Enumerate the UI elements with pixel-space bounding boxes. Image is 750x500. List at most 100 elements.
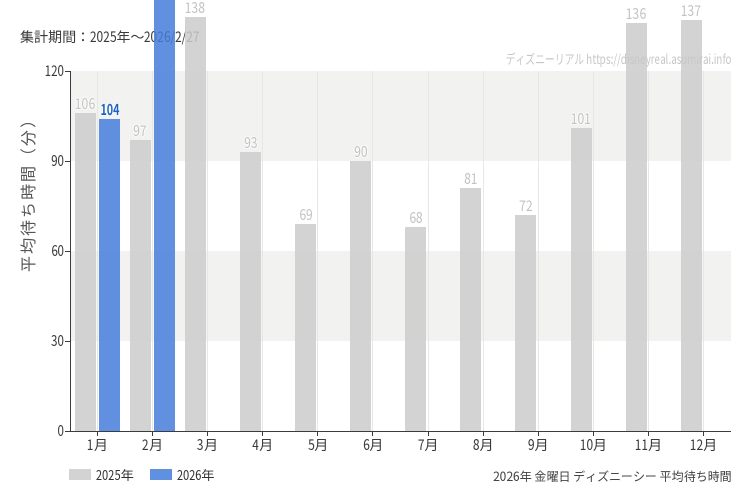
- x-tick-5月: [317, 431, 319, 436]
- x-tick-label-10月: 10月: [568, 434, 618, 455]
- text-run: 5: [307, 434, 315, 455]
- gridline-12月: [702, 70, 704, 431]
- chart-caption: 2026年 金曜日 ディズニーシー 平均待ち時間: [493, 466, 733, 485]
- y-tick-label-90: 90: [51, 150, 64, 171]
- value-label-2025年-12月: 137: [681, 0, 702, 21]
- x-tick-9月: [537, 431, 539, 436]
- value-label-2025年-11月: 136: [626, 3, 647, 24]
- x-tick-4月: [262, 431, 264, 436]
- bar-2025年-7月[interactable]: [405, 226, 427, 431]
- text-run: 集計期間：: [20, 27, 90, 47]
- text-run: 9: [527, 434, 535, 455]
- text-run: 月: [703, 434, 718, 455]
- gridline-5月: [317, 70, 319, 431]
- value-label-2025年-1月: 106: [75, 93, 96, 114]
- x-tick-11月: [647, 431, 649, 436]
- x-tick-3月: [207, 431, 209, 436]
- text-run: 10: [579, 434, 593, 455]
- x-tick-label-2月: 2月: [128, 434, 178, 455]
- value-label-2025年-8月: 81: [464, 168, 478, 189]
- y-tick-30: [65, 340, 70, 342]
- bar-2025年-6月[interactable]: [350, 160, 372, 431]
- value-label-2025年-2月: 97: [133, 120, 148, 141]
- legend-swatch-2025: [69, 468, 91, 480]
- plot-band-90-120: [70, 70, 731, 161]
- x-tick-1月: [97, 431, 99, 436]
- text-run: 月: [479, 434, 494, 455]
- y-tick-label-120: 120: [44, 60, 64, 81]
- value-label-2025年-9月: 72: [519, 195, 533, 216]
- text-run: 月: [148, 434, 163, 455]
- bar-2025年-10月[interactable]: [570, 127, 592, 431]
- value-label-2025年-5月: 69: [298, 204, 313, 225]
- gridline-1月: [97, 70, 99, 431]
- text-run: 月: [369, 434, 384, 455]
- legend-label-2025: 2025年: [96, 465, 134, 484]
- watermark-brand: ディズニーリアル: [506, 48, 585, 68]
- text-run: 月: [314, 434, 329, 455]
- x-tick-label-9月: 9月: [513, 434, 563, 455]
- bar-2025年-4月[interactable]: [240, 151, 262, 431]
- bar-2026年-2月[interactable]: [154, 0, 176, 431]
- x-tick-label-3月: 3月: [183, 434, 233, 455]
- text-run: 年: [201, 464, 215, 484]
- y-axis-line: [70, 70, 71, 432]
- y-tick-label-60: 60: [51, 240, 64, 261]
- text-run: 8: [472, 434, 480, 455]
- gridline-4月: [262, 70, 264, 431]
- gridline-3月: [207, 70, 209, 431]
- x-tick-label-4月: 4月: [238, 434, 288, 455]
- bar-2026年-1月[interactable]: [99, 118, 121, 431]
- x-tick-12月: [702, 431, 704, 436]
- watermark: ディズニーリアル https://disneyreal.asumirai.inf…: [506, 48, 732, 68]
- x-tick-8月: [482, 431, 484, 436]
- x-tick-2月: [152, 431, 154, 436]
- y-tick-0: [65, 430, 70, 432]
- bar-2025年-11月[interactable]: [625, 22, 647, 431]
- gridline-2月: [152, 70, 154, 431]
- text-run: 3: [197, 434, 205, 455]
- y-tick-label-30: 30: [51, 330, 64, 351]
- bar-2025年-8月[interactable]: [460, 187, 482, 431]
- x-tick-6月: [372, 431, 374, 436]
- gridline-9月: [537, 70, 539, 431]
- bar-2025年-1月[interactable]: [74, 112, 96, 431]
- text-run: 月: [424, 434, 439, 455]
- value-label-2025年-10月: 101: [571, 108, 592, 129]
- x-tick-7月: [427, 431, 429, 436]
- x-tick-label-6月: 6月: [348, 434, 398, 455]
- x-tick-label-7月: 7月: [403, 434, 453, 455]
- legend-label-2026: 2026年: [177, 465, 215, 484]
- watermark-url-text: https://disneyreal.asumirai.info: [586, 48, 732, 68]
- text-run: 11: [634, 434, 648, 455]
- y-tick-90: [65, 160, 70, 162]
- gridline-8月: [482, 70, 484, 431]
- bar-2025年-12月[interactable]: [680, 19, 702, 431]
- value-label-2026年-1月: 104: [100, 98, 120, 120]
- y-tick-label-0: 0: [57, 420, 64, 441]
- text-run: 月: [534, 434, 549, 455]
- legend-swatch-2026: [149, 468, 172, 480]
- text-run: 2025: [90, 27, 117, 47]
- text-run: 2026: [176, 464, 202, 484]
- text-run: 1: [87, 434, 94, 455]
- bar-2025年-5月[interactable]: [295, 223, 317, 431]
- gridline-11月: [647, 70, 649, 431]
- gridline-10月: [592, 70, 594, 431]
- text-run: 年～: [116, 27, 145, 47]
- text-run: 月: [259, 434, 274, 455]
- gridline-6月: [372, 70, 374, 431]
- text-run: 月: [592, 434, 607, 455]
- plot-band-30-60: [70, 250, 731, 341]
- value-label-2025年-6月: 90: [354, 141, 368, 162]
- text-run: 月: [204, 434, 219, 455]
- y-tick-60: [65, 250, 70, 252]
- text-run: 月: [647, 434, 662, 455]
- bar-2025年-3月[interactable]: [184, 16, 206, 431]
- legend: 2025年 2026年: [69, 462, 214, 486]
- bar-2025年-9月[interactable]: [515, 214, 537, 431]
- text-run: 4: [252, 434, 260, 455]
- bar-2025年-2月[interactable]: [129, 139, 151, 431]
- value-label-2025年-4月: 93: [243, 132, 258, 153]
